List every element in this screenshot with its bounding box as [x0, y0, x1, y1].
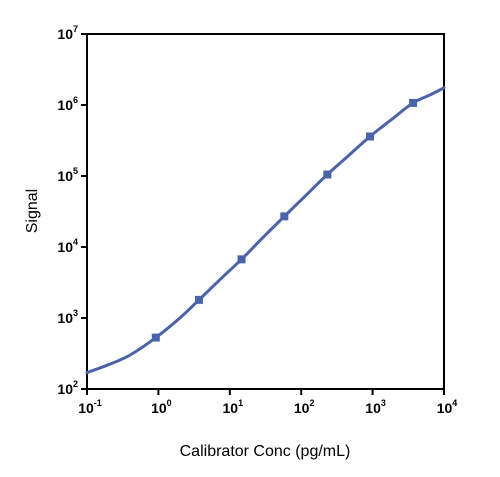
x-tick-label: 101	[223, 398, 244, 416]
x-axis-ticks: 10-1 100 101 102 103 104	[78, 389, 457, 416]
data-point	[409, 98, 418, 107]
data-point	[237, 255, 246, 264]
x-tick-label: 104	[437, 398, 458, 416]
y-tick-label: 107	[57, 24, 78, 42]
y-tick-label: 105	[57, 166, 78, 184]
y-tick-label: 102	[57, 379, 78, 397]
data-point	[194, 295, 203, 304]
fit-curve	[85, 86, 446, 375]
data-point	[151, 333, 160, 342]
x-axis-title: Calibrator Conc (pg/mL)	[180, 443, 351, 460]
plot-frame	[86, 33, 445, 390]
y-axis-title: Signal	[24, 189, 41, 233]
y-tick-label: 106	[57, 95, 78, 113]
x-tick-label: 100	[151, 398, 172, 416]
y-tick-label: 104	[57, 237, 78, 255]
data-points	[151, 98, 418, 342]
x-tick-label: 102	[294, 398, 315, 416]
x-tick-label: 103	[365, 398, 386, 416]
x-tick-label: 10-1	[78, 398, 102, 416]
data-point	[366, 132, 375, 141]
data-point	[323, 170, 332, 179]
y-tick-label: 103	[57, 308, 78, 326]
y-axis-ticks: 102 103 104 105 106 107	[57, 24, 87, 397]
data-point	[280, 212, 289, 221]
